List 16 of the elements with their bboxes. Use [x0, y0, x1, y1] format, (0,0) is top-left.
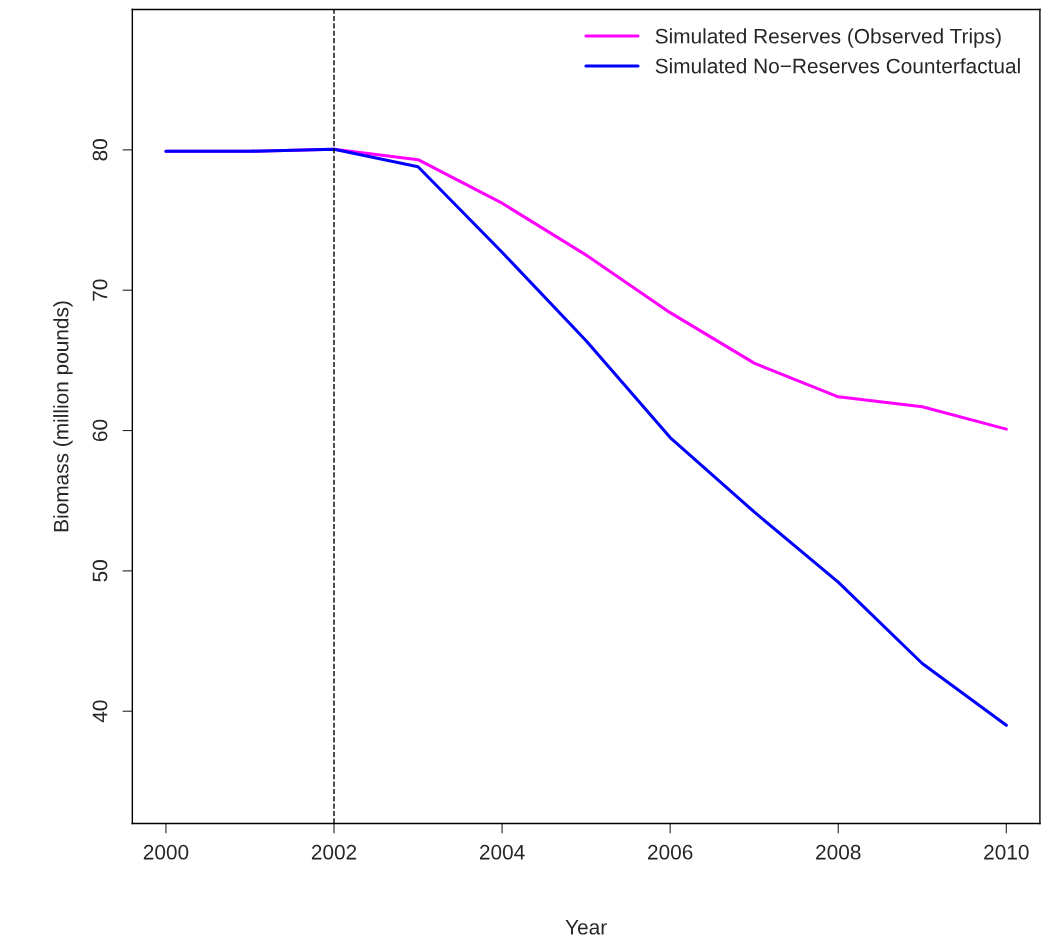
line-series — [164, 147, 1008, 727]
x-tick-label: 2008 — [816, 844, 861, 860]
legend-label: Simulated Reserves (Observed Trips) — [655, 28, 1001, 48]
legend-label: Simulated No−Reserves Counterfactual — [655, 58, 1020, 74]
y-tick-label: 70 — [92, 279, 108, 301]
y-axis-title: Biomass (million pounds) — [53, 301, 73, 532]
y-tick-label: 60 — [92, 419, 108, 442]
y-tick-label: 80 — [92, 139, 108, 161]
y-tick-label: 50 — [92, 560, 108, 582]
y-tick-label: 40 — [92, 700, 108, 723]
x-tick-label: 2004 — [479, 844, 525, 860]
x-axis-title: Year — [565, 920, 607, 935]
x-tick-label: 2010 — [984, 844, 1029, 860]
x-tick-label: 2006 — [648, 844, 693, 860]
x-tick-label: 2000 — [143, 844, 189, 860]
x-tick-label: 2002 — [311, 844, 357, 860]
